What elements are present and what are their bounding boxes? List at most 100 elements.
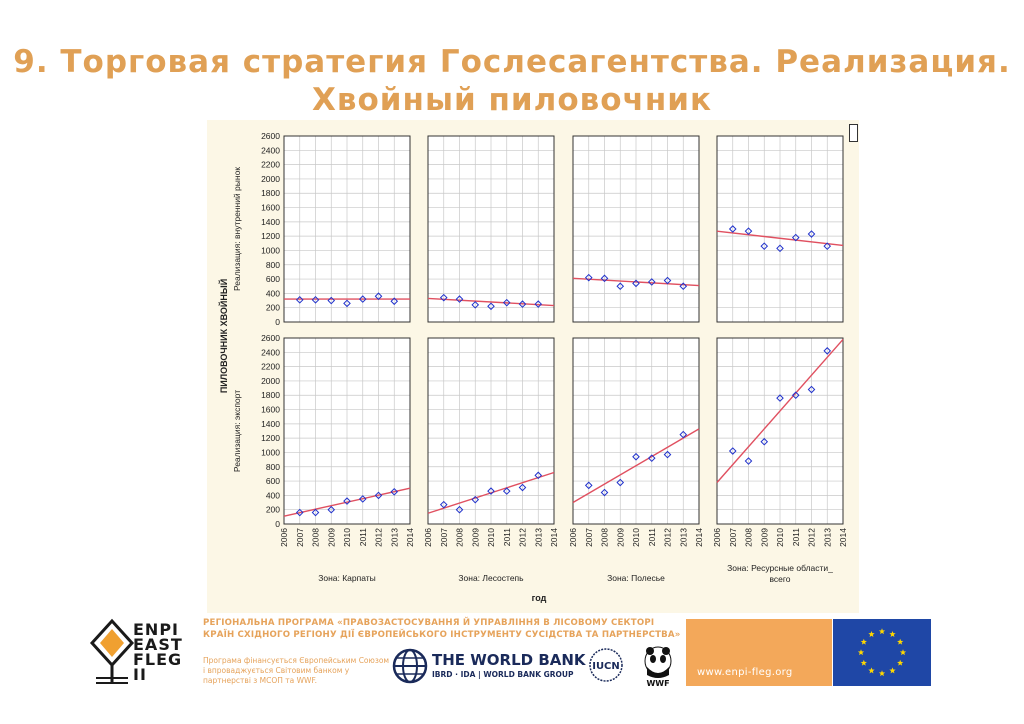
y-axis-label: ПИЛОВОЧНИК ХВОЙНЫЙ — [218, 279, 229, 393]
data-point — [487, 487, 495, 495]
x-tick-label: 2007 — [584, 528, 594, 547]
data-point — [487, 302, 495, 311]
data-point — [632, 279, 640, 288]
eu-star-icon — [878, 670, 886, 677]
x-tick-label: 2006 — [279, 528, 289, 547]
plot-frame — [572, 135, 700, 323]
data-point — [744, 457, 753, 465]
eu-star-icon — [899, 649, 907, 656]
window-control-icon[interactable] — [849, 124, 858, 142]
y-tick-label: 1800 — [261, 390, 280, 400]
y-tick-label: 200 — [266, 303, 280, 313]
x-tick-label: 2006 — [423, 528, 433, 547]
y-tick-label: 1000 — [261, 447, 280, 457]
eu-star-icon — [860, 659, 867, 666]
data-point — [455, 295, 464, 303]
y-tick-label: 2400 — [261, 347, 280, 357]
x-tick-label: 2008 — [744, 528, 754, 547]
zone-label: Зона: Ресурсные области_ — [727, 563, 833, 573]
data-point — [679, 430, 688, 439]
data-point — [823, 347, 832, 355]
world-bank-name: THE WORLD BANK — [432, 651, 586, 669]
y-tick-label: 0 — [275, 519, 280, 529]
x-tick-label: 2010 — [631, 528, 641, 547]
x-tick-label: 2013 — [822, 528, 832, 547]
x-tick-label: 2010 — [486, 528, 496, 547]
row-label: Реализация: экспорт — [232, 390, 242, 472]
data-point — [760, 242, 769, 250]
y-tick-label: 2200 — [261, 362, 280, 372]
eu-star-icon — [889, 631, 896, 637]
trend-line — [427, 471, 555, 514]
trend-line — [716, 230, 844, 247]
data-point — [295, 508, 304, 517]
x-tick-label: 2012 — [518, 528, 528, 547]
slide-title-line-2: Хвойный пиловочник — [311, 82, 713, 118]
y-tick-label: 400 — [266, 288, 280, 298]
y-tick-label: 0 — [275, 317, 280, 327]
x-tick-label: 2009 — [470, 528, 480, 547]
plot-frame — [716, 337, 844, 525]
data-point — [632, 452, 640, 461]
data-point — [327, 296, 336, 305]
x-tick-label: 2006 — [712, 528, 722, 547]
trend-line — [572, 277, 700, 287]
wwf-logo-text: WWF — [646, 679, 669, 687]
data-point — [791, 391, 800, 400]
data-point — [390, 297, 399, 306]
data-point — [343, 299, 351, 308]
x-tick-label: 2014 — [694, 528, 704, 547]
plot-frame — [572, 337, 700, 525]
x-tick-label: 2011 — [502, 528, 512, 547]
eu-star-icon — [897, 638, 904, 645]
y-tick-label: 2400 — [261, 145, 280, 155]
data-point — [358, 295, 367, 303]
data-point — [728, 225, 737, 233]
data-point — [616, 478, 625, 487]
data-point — [374, 292, 383, 301]
y-tick-label: 1600 — [261, 405, 280, 415]
data-point — [471, 495, 480, 504]
x-tick-label: 2011 — [647, 528, 657, 547]
trend-line — [283, 487, 411, 517]
y-tick-label: 1000 — [261, 245, 280, 255]
x-tick-label: 2009 — [615, 528, 625, 547]
iucn-logo-text: IUCN — [592, 661, 620, 672]
x-tick-label: 2013 — [678, 528, 688, 547]
data-point — [600, 488, 609, 497]
y-tick-label: 1200 — [261, 433, 280, 443]
data-point — [600, 274, 609, 283]
data-point — [663, 276, 672, 285]
data-point — [776, 244, 784, 253]
data-point — [807, 230, 816, 238]
data-point — [439, 293, 448, 302]
x-tick-label: 2008 — [455, 528, 465, 547]
x-tick-label: 2007 — [295, 528, 305, 547]
y-tick-label: 1600 — [261, 203, 280, 213]
funding-note: Програма фінансується Європейським Союзо… — [203, 656, 390, 685]
y-tick-label: 1800 — [261, 188, 280, 198]
data-point — [776, 394, 784, 402]
data-point — [823, 242, 832, 250]
eu-flag-icon — [833, 619, 931, 686]
zone-label-continued: всего — [769, 574, 790, 584]
y-tick-label: 1400 — [261, 217, 280, 227]
eu-star-icon — [878, 628, 886, 635]
plot-frame — [283, 337, 411, 525]
trend-line — [427, 297, 555, 307]
x-tick-label: 2006 — [568, 528, 578, 547]
data-point — [311, 508, 320, 517]
eu-star-icon — [897, 659, 904, 666]
x-tick-label: 2008 — [600, 528, 610, 547]
wwf-panda-logo: WWF — [641, 645, 675, 688]
data-point — [455, 505, 464, 514]
data-point — [584, 481, 593, 490]
y-tick-label: 200 — [266, 505, 280, 515]
chart-panel: 0 200 400 600 800 1000 1200 1400 1600 1800 2000 220… — [207, 120, 859, 613]
data-point — [744, 227, 753, 235]
data-point — [327, 505, 336, 514]
website-link[interactable]: www.enpi-fleg.org — [697, 667, 793, 678]
y-tick-label: 600 — [266, 476, 280, 486]
data-point — [647, 278, 656, 286]
x-tick-label: 2011 — [791, 528, 801, 547]
